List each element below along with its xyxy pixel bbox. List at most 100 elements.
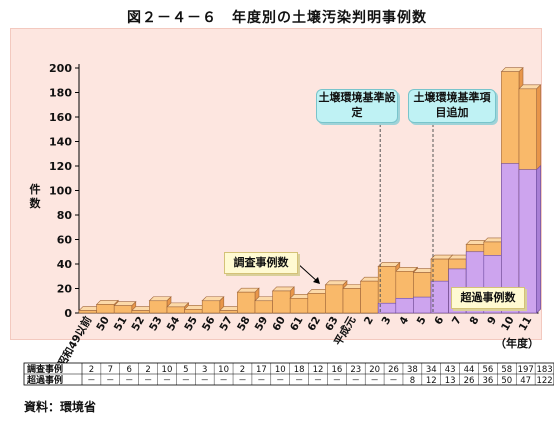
callout-standard-set: 土壌環境基準設定 (316, 89, 398, 123)
table-row1-cell: 38 (407, 365, 418, 375)
x-tick-label: 61 (288, 315, 306, 334)
x-tick-label: 昭和49以前 (55, 314, 95, 370)
table-row1-cell: 183 (536, 365, 552, 375)
table-row1-cell: 56 (483, 365, 494, 375)
y-tick-label: 60 (57, 234, 73, 247)
table-row2-cell: 122 (536, 376, 552, 386)
table-row2-cell: 26 (464, 376, 475, 386)
x-tick-label: 2 (362, 315, 376, 327)
callout-items-added: 土壌環境基準項目追加 (408, 89, 496, 123)
table-row1-cell: 12 (313, 365, 324, 375)
table-row1-cell: 43 (445, 365, 456, 375)
exceed-bar (430, 280, 449, 314)
table-row1-cell: 7 (108, 365, 113, 375)
x-tick-label: 6 (432, 315, 446, 327)
y-tick-label: 120 (49, 160, 72, 173)
survey-bar (254, 300, 273, 314)
table-row1-cell: 5 (183, 365, 188, 375)
table-row1-cell: 26 (388, 365, 399, 375)
table-row2-cell: － (238, 376, 247, 386)
table-row2-cell: 47 (520, 376, 531, 386)
y-tick-label: 180 (49, 87, 72, 100)
exceed-bar (413, 296, 432, 314)
survey-bar (342, 288, 361, 314)
table-row2-cell: 36 (483, 376, 494, 386)
survey-bar (237, 291, 256, 314)
table-row1-cell: 20 (369, 365, 380, 375)
table-row2-cell: － (295, 376, 304, 386)
y-tick-label: 200 (49, 62, 72, 75)
y-tick-label: 20 (57, 283, 73, 296)
survey-bar (149, 300, 168, 314)
table-row1-cell: 2 (89, 365, 94, 375)
table-row1-cell: 44 (464, 365, 475, 375)
x-tick-label: 9 (485, 315, 499, 327)
table-row2-cell: － (144, 376, 153, 386)
table-row2-cell: 50 (501, 376, 512, 386)
y-tick-label: 160 (49, 111, 72, 124)
exceed-bar-side (536, 164, 541, 314)
x-tick-label: 8 (468, 315, 482, 327)
x-tick-label: 4 (397, 315, 411, 327)
table-row1-cell: 2 (145, 365, 150, 375)
survey-bar (131, 310, 150, 314)
x-tick-label: 3 (380, 315, 394, 327)
table-row2-cell: 13 (445, 376, 456, 386)
callout-items-added-text: 土壌環境基準項目追加 (413, 91, 491, 119)
table-row1-cell: 23 (350, 365, 361, 375)
table-row1-cell: 3 (202, 365, 207, 375)
x-tick-label: 52 (129, 315, 147, 334)
table-row1-label: 調査事例 (27, 363, 63, 375)
survey-series-label: 調査事例数 (224, 252, 298, 274)
table-row1-cell: 6 (126, 365, 131, 375)
table-row1-cell: 18 (294, 365, 305, 375)
table-row2-cell: 12 (426, 376, 437, 386)
table-row1-cell: 17 (256, 365, 267, 375)
survey-bar (184, 309, 203, 314)
table-row2-label: 超過事例 (26, 374, 63, 386)
x-tick-label: 11 (517, 315, 535, 334)
source-note: 資料：環境省 (24, 400, 97, 414)
table-row2-cell: － (333, 376, 342, 386)
exceed-series-label: 超過事例数 (451, 287, 525, 309)
table-row2-cell: － (257, 376, 266, 386)
table-row1-cell: 10 (275, 365, 286, 375)
table-row1-cell: 34 (426, 365, 437, 375)
table-row2-cell: 8 (410, 376, 415, 386)
x-tick-label: 51 (112, 315, 130, 334)
table-row2-cell: － (182, 376, 191, 386)
x-tick-label: 7 (450, 315, 464, 327)
x-tick-label: 62 (305, 315, 323, 334)
survey-bar (78, 310, 97, 314)
exceed-bar (377, 302, 397, 314)
x-tick-label: 55 (182, 315, 200, 334)
table-row2-cell: － (370, 376, 379, 386)
x-tick-label: 59 (253, 315, 271, 334)
table-row1-cell: 2 (240, 365, 245, 375)
table-row2-cell: － (314, 376, 323, 386)
x-unit-label: （年度） (495, 336, 539, 350)
x-tick-label: 10 (499, 315, 517, 334)
table-row1-cell: 197 (518, 365, 534, 375)
x-tick-label: 54 (165, 315, 183, 334)
table-row2-cell: － (87, 376, 96, 386)
survey-bar (113, 305, 133, 314)
survey-bar (325, 284, 344, 314)
x-tick-label: 60 (270, 315, 288, 334)
y-tick-label: 100 (49, 185, 72, 198)
x-tick-label: 5 (415, 315, 429, 327)
y-tick-label: 80 (57, 209, 73, 222)
y-tick-label: 40 (57, 258, 73, 271)
survey-bar (289, 297, 309, 314)
exceed-bar (395, 297, 414, 314)
table-row2-cell: － (125, 376, 134, 386)
x-tick-label: 53 (147, 315, 165, 334)
table-row2-cell: － (219, 376, 228, 386)
table-row2-cell: － (276, 376, 285, 386)
table-row1-cell: 16 (331, 365, 342, 375)
table-row1-cell: 10 (218, 365, 229, 375)
survey-arrow-head (313, 277, 320, 284)
survey-bar (166, 306, 185, 314)
survey-bar (307, 293, 326, 314)
